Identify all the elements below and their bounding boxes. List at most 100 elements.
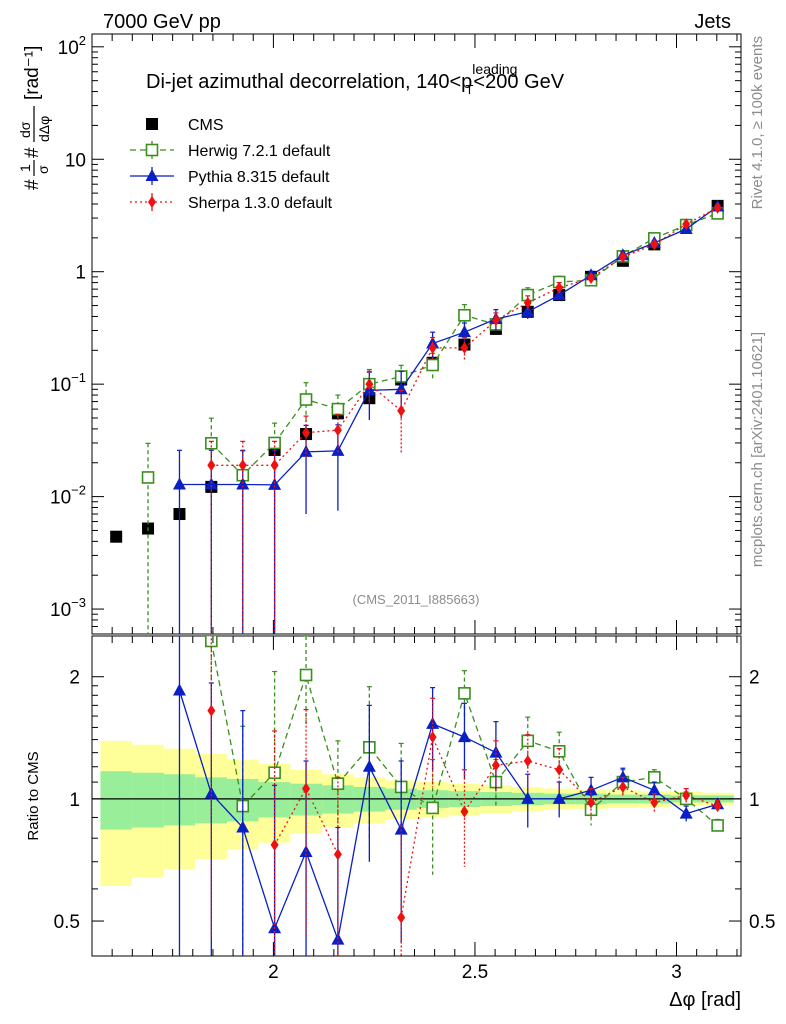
sherpa-point bbox=[618, 251, 627, 264]
sherpa-point bbox=[618, 780, 627, 793]
ratio-series-sherpa bbox=[207, 636, 722, 956]
ylabel-frac1-den: σ bbox=[35, 165, 51, 174]
sherpa-point bbox=[650, 238, 659, 251]
sherpa-point bbox=[555, 763, 564, 776]
ratio-y-tick-label-left: 2 bbox=[69, 668, 80, 689]
legend-label-cms: CMS bbox=[188, 117, 224, 134]
herwig-point bbox=[426, 801, 439, 815]
x-axis-label: Δφ [rad] bbox=[669, 989, 741, 1011]
sherpa-point bbox=[238, 459, 247, 472]
ratio-y-tick-label-right: 0.5 bbox=[749, 912, 775, 933]
ylabel-hash1: # bbox=[22, 179, 43, 190]
ratio-y-tick-label-left: 0.5 bbox=[54, 912, 80, 933]
cms-point bbox=[110, 530, 123, 543]
ratio-y-axis-label: Ratio to CMS bbox=[25, 751, 42, 840]
legend-entry-sherpa: Sherpa 1.3.0 default bbox=[130, 193, 333, 212]
ylabel-frac2-num: dσ bbox=[17, 121, 33, 138]
sherpa-point bbox=[587, 796, 596, 809]
pythia-point bbox=[394, 382, 408, 395]
header-right-label: Jets bbox=[694, 11, 731, 33]
sherpa-point bbox=[333, 424, 342, 437]
herwig-point bbox=[141, 471, 155, 484]
y-tick-label: 10−2 bbox=[50, 483, 86, 509]
pythia-point bbox=[457, 730, 471, 743]
x-tick-label: 2.5 bbox=[462, 962, 488, 983]
sherpa-point bbox=[682, 789, 691, 802]
band-stat-bin bbox=[100, 771, 132, 830]
legend-entry-herwig: Herwig 7.2.1 default bbox=[130, 141, 331, 160]
pythia-point bbox=[204, 786, 218, 799]
sherpa-point bbox=[270, 459, 279, 472]
ratio-uncertainty-band bbox=[92, 740, 741, 886]
pythia-point bbox=[616, 770, 630, 783]
legend-entry-pythia: Pythia 8.315 default bbox=[130, 167, 330, 186]
legend-label-pythia: Pythia 8.315 default bbox=[188, 169, 330, 186]
sherpa-point bbox=[713, 800, 722, 813]
pythia-line bbox=[179, 205, 718, 486]
y-tick-label: 1 bbox=[75, 263, 86, 284]
pythia-point bbox=[679, 806, 693, 819]
pythia-point bbox=[552, 288, 566, 301]
herwig-point bbox=[299, 668, 313, 682]
sherpa-point bbox=[428, 731, 437, 744]
pythia-point bbox=[521, 304, 535, 317]
x-tick-label: 3 bbox=[671, 962, 682, 983]
y-tick-label: 10−1 bbox=[50, 370, 86, 396]
pythia-point bbox=[172, 683, 186, 696]
plot-title: Di-jet azimuthal decorrelation, 140<plea… bbox=[146, 61, 565, 97]
ylabel-unit: [rad⁻¹] bbox=[22, 46, 43, 100]
pythia-point bbox=[299, 444, 313, 457]
main-series-layer bbox=[110, 199, 725, 634]
pythia-line bbox=[178, 690, 718, 943]
legend-marker-herwig bbox=[145, 143, 159, 157]
sherpa-point bbox=[523, 296, 532, 309]
sherpa-point bbox=[491, 759, 500, 772]
sherpa-point bbox=[207, 704, 216, 717]
sherpa-point bbox=[713, 201, 722, 214]
herwig-point bbox=[711, 819, 724, 832]
ylabel-frac2-den: dΔφ bbox=[36, 116, 52, 142]
sherpa-point bbox=[460, 341, 469, 354]
herwig-point bbox=[552, 744, 566, 758]
herwig-point bbox=[331, 777, 345, 790]
sherpa-point bbox=[587, 271, 596, 284]
ratio-y-tick-label-right: 2 bbox=[749, 668, 760, 689]
sherpa-point bbox=[397, 404, 406, 417]
legend-label-sherpa: Sherpa 1.3.0 default bbox=[188, 195, 333, 212]
pythia-point bbox=[552, 791, 566, 804]
sherpa-point bbox=[555, 281, 564, 294]
ratio-y-tick-label-left: 1 bbox=[69, 790, 80, 811]
ratio-frame bbox=[91, 635, 742, 957]
pythia-point bbox=[647, 783, 661, 796]
herwig-point bbox=[458, 308, 471, 322]
herwig-point bbox=[205, 636, 218, 648]
rivet-version-label: Rivet 4.1.0, ≥ 100k events bbox=[749, 36, 766, 209]
sherpa-point bbox=[207, 459, 216, 472]
pythia-point bbox=[172, 477, 186, 490]
herwig-point bbox=[426, 358, 439, 372]
sherpa-point bbox=[333, 848, 342, 861]
herwig-point bbox=[331, 402, 345, 416]
pythia-point bbox=[362, 759, 376, 772]
pythia-point bbox=[457, 325, 471, 338]
x-tick-label: 2 bbox=[268, 962, 279, 983]
header-left-label: 7000 GeV pp bbox=[103, 11, 221, 33]
axes-layer: 10−3 10−2 10−1 1 10 102 0.5 0.5 1 1 2 2 2 2.5 3 bbox=[50, 33, 775, 983]
pythia-point bbox=[236, 477, 250, 490]
sherpa-line bbox=[211, 207, 718, 466]
herwig-point bbox=[458, 687, 471, 700]
herwig-point bbox=[299, 393, 313, 406]
legend-marker-pythia bbox=[145, 169, 159, 181]
sherpa-point bbox=[270, 838, 279, 851]
pythia-point bbox=[521, 791, 535, 804]
sherpa-point bbox=[302, 426, 311, 439]
pythia-point bbox=[236, 820, 250, 833]
ratio-y-tick-label-right: 1 bbox=[749, 790, 760, 811]
pythia-point bbox=[394, 822, 408, 835]
band-stat-bin bbox=[131, 772, 164, 828]
ylabel-frac1-num: 1 bbox=[17, 164, 33, 172]
sherpa-point bbox=[428, 341, 437, 354]
legend-marker-sherpa bbox=[148, 196, 156, 208]
sherpa-point bbox=[491, 314, 500, 327]
